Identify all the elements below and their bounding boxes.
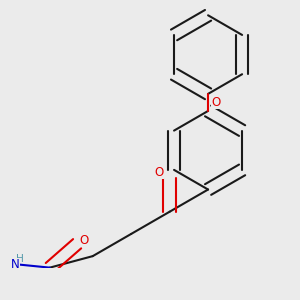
Text: H: H — [16, 254, 24, 264]
Text: N: N — [11, 258, 20, 271]
Text: O: O — [155, 166, 164, 179]
Text: O: O — [211, 96, 220, 109]
Text: O: O — [79, 234, 88, 247]
